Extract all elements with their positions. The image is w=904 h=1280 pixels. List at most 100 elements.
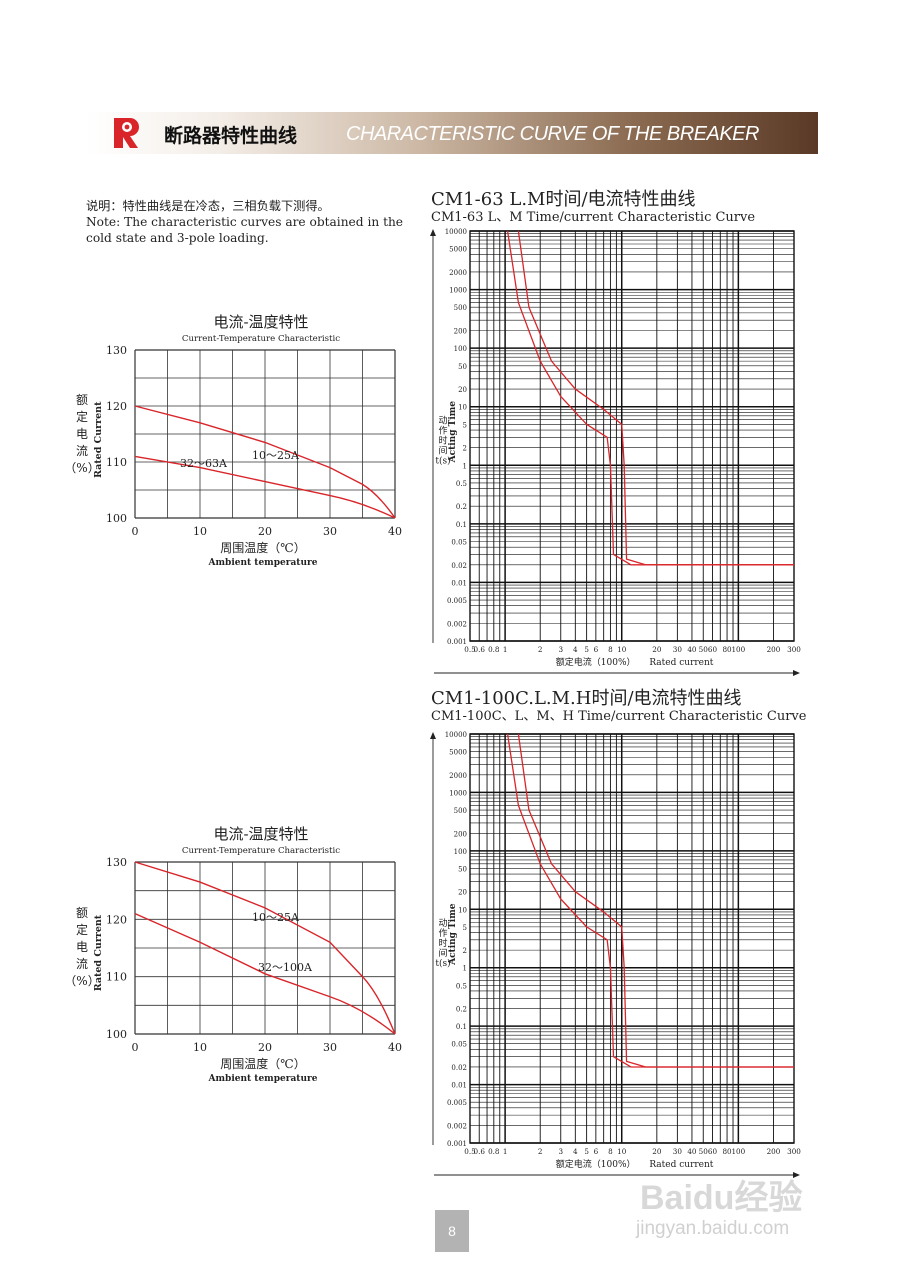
tc-y-tick-label: 0.01: [451, 1082, 467, 1090]
temp-x-tick-label: 40: [388, 1041, 402, 1054]
temp-y-label-en: Rated Current: [93, 401, 104, 478]
tc-x-tick-label: 100: [731, 645, 745, 654]
temp-y-tick-label: 110: [106, 971, 127, 984]
temp-series-line-1: [134, 455, 396, 519]
temp-chart-title-cn: 电流-温度特性: [213, 313, 308, 331]
temp-x-tick-label: 30: [323, 525, 337, 538]
tc-chart-title: CM1-63 L.M时间/电流特性曲线: [431, 189, 696, 210]
temp-x-tick-label: 10: [193, 525, 207, 538]
temp-x-label-en: Ambient temperature: [208, 1074, 318, 1084]
temp-y-label-cn: 定: [76, 922, 88, 937]
tc-chart-subtitle: CM1-63 L、M Time/current Characteristic C…: [431, 210, 755, 225]
tc-y-tick-label: 50: [458, 363, 467, 371]
temp-y-label-cn: 额: [76, 393, 88, 407]
tc-y-tick-label: 500: [454, 807, 467, 815]
tc-x-tick-label: 0.5: [464, 1147, 476, 1156]
tc-y-tick-label: 1: [463, 965, 467, 973]
tc-y-tick-label: 0.001: [447, 638, 467, 646]
temp-x-tick-label: 30: [323, 1041, 337, 1054]
temp-y-label-cn: 流: [76, 957, 88, 971]
tc-x-tick-label: 0.8: [488, 645, 500, 654]
tc-y-tick-label: 10000: [445, 731, 467, 739]
temp-x-tick-label: 0: [132, 525, 139, 538]
temp-y-label-cn: （%）: [64, 461, 99, 475]
temp-y-label-cn: 定: [76, 409, 88, 424]
tc-y-tick-label: 0.001: [447, 1140, 467, 1148]
tc-y-tick-label: 0.1: [456, 521, 467, 529]
tc-x-tick-label: 300: [787, 1147, 801, 1156]
temp-y-tick-label: 130: [106, 856, 127, 869]
page-number: 8: [435, 1210, 469, 1252]
tc-y-tick-label: 0.2: [456, 503, 467, 511]
tc-y-tick-label: 0.02: [451, 562, 467, 570]
temp-y-label-en: Rated Current: [93, 914, 104, 991]
temp-y-tick-label: 100: [106, 1028, 127, 1041]
tc-x-tick-label: 10: [617, 1147, 627, 1156]
temp-chart-title-en: Current-Temperature Characteristic: [182, 334, 340, 344]
tc-x-tick-label: 1: [503, 1147, 508, 1156]
note-cn: 说明：特性曲线是在冷态，三相负载下测得。: [86, 199, 330, 213]
tc-y-label-cn: 动: [438, 416, 447, 427]
tc-x-tick-label: 5: [584, 1147, 589, 1156]
tc-y-tick-label: 1000: [449, 789, 467, 797]
tc-y-tick-label: 10: [458, 906, 467, 914]
tc-x-tick-label: 200: [767, 645, 781, 654]
tc-x-label-en: Rated current: [649, 1160, 713, 1170]
tc-y-tick-label: 5000: [449, 246, 467, 254]
tc-x-label-en: Rated current: [649, 658, 713, 668]
tc-y-tick-label: 0.05: [451, 538, 467, 546]
tc-x-tick-label: 10: [617, 645, 627, 654]
tc-x-tick-label: 200: [767, 1147, 781, 1156]
tc-y-tick-label: 500: [454, 304, 467, 312]
tc-x-tick-label: 6: [594, 645, 599, 654]
temp-x-tick-label: 40: [388, 525, 402, 538]
temp-series-label: 10～25A: [252, 911, 300, 924]
temp-y-tick-label: 120: [106, 913, 127, 926]
tc-chart-title: CM1-100C.L.M.H时间/电流特性曲线: [431, 688, 742, 709]
tc-x-tick-label: 100: [731, 1147, 745, 1156]
tc-x-tick-label: 40: [687, 1147, 697, 1156]
temp-y-label-cn: 流: [76, 444, 88, 458]
tc-x-tick-label: 30: [673, 1147, 683, 1156]
tc-y-tick-label: 1: [463, 462, 467, 470]
tc-x-tick-label: 300: [787, 645, 801, 654]
temp-y-tick-label: 110: [106, 456, 127, 469]
temp-series-label: 32～100A: [258, 961, 313, 974]
tc-x-tick-label: 0.5: [464, 645, 476, 654]
tc-curve-lower: [506, 733, 794, 1068]
tc-y-label-cn: t(s): [435, 958, 450, 969]
tc-x-tick-label: 4: [573, 645, 578, 654]
tc-y-tick-label: 50: [458, 865, 467, 873]
tc-x-tick-label: 60: [708, 1147, 718, 1156]
temp-chart-title-cn: 电流-温度特性: [213, 825, 308, 843]
tc-x-tick-label: 2: [538, 1147, 543, 1156]
temp-x-tick-label: 0: [132, 1041, 139, 1054]
tc-x-tick-label: 3: [558, 1147, 563, 1156]
tc-x-tick-label: 50: [699, 1147, 709, 1156]
tc-y-tick-label: 2: [463, 445, 467, 453]
temp-x-label-en: Ambient temperature: [208, 558, 318, 568]
tc-y-tick-label: 0.005: [447, 1099, 467, 1107]
tc-y-tick-label: 100: [454, 848, 467, 856]
tc-x-tick-label: 3: [558, 645, 563, 654]
tc-y-label-cn: 时: [438, 937, 447, 949]
temp-y-label-cn: 额: [76, 906, 88, 920]
breaker-logo-icon: [114, 118, 139, 148]
temp-x-label-cn: 周围温度（℃）: [220, 1056, 305, 1071]
watermark-brand: Baidu经验: [640, 1179, 803, 1217]
tc-y-tick-label: 10000: [445, 228, 467, 236]
tc-y-tick-label: 0.002: [447, 1122, 467, 1130]
tc-y-tick-label: 0.2: [456, 1006, 467, 1014]
temp-series-line-0: [134, 405, 396, 519]
temp-x-tick-label: 10: [193, 1041, 207, 1054]
tc-x-tick-label: 40: [687, 645, 697, 654]
header-title-cn: 断路器特性曲线: [164, 125, 298, 147]
tc-y-tick-label: 0.005: [447, 597, 467, 605]
tc-y-tick-label: 0.002: [447, 620, 467, 628]
temp-chart-title-en: Current-Temperature Characteristic: [182, 846, 340, 856]
tc-x-tick-label: 80: [722, 1147, 732, 1156]
temp-series-line-0: [134, 861, 396, 1035]
tc-y-tick-label: 0.05: [451, 1041, 467, 1049]
